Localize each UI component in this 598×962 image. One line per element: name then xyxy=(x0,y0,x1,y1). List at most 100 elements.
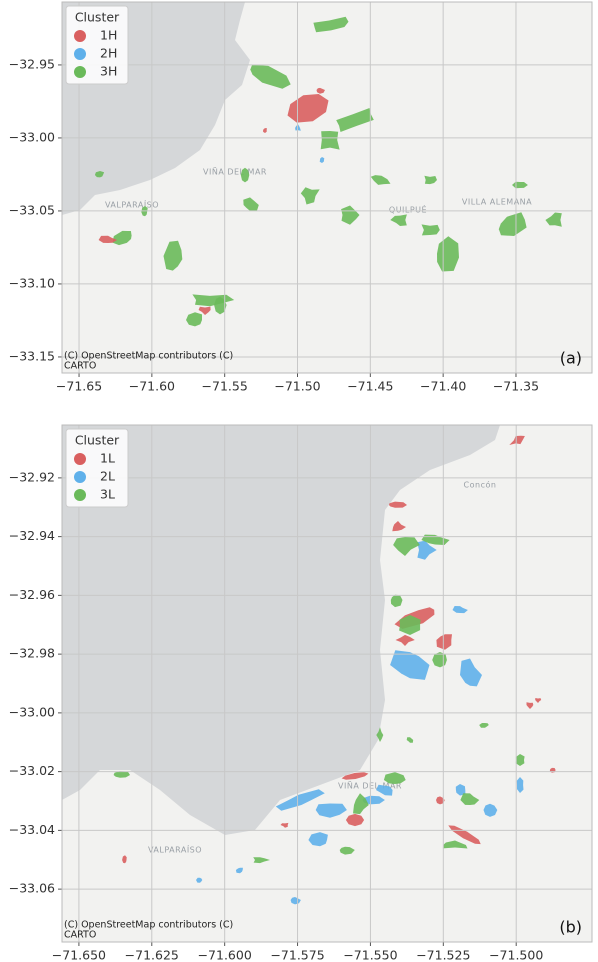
cluster-area xyxy=(395,634,415,646)
x-tick-label: −71.625 xyxy=(125,948,179,962)
legend-box xyxy=(65,5,129,85)
x-tick-label: −71.50 xyxy=(274,379,320,394)
cluster-area xyxy=(390,650,430,680)
y-tick-label: −33.05 xyxy=(9,202,55,217)
cluster-area xyxy=(455,784,466,796)
cluster-area xyxy=(316,87,325,94)
x-tick-label: −71.40 xyxy=(420,379,466,394)
cluster-area xyxy=(442,840,468,849)
cluster-area xyxy=(436,796,445,805)
cluster-area xyxy=(509,435,525,445)
cluster-area xyxy=(424,175,437,185)
cluster-area xyxy=(319,157,325,163)
place-label: VALPARAÍSO xyxy=(105,199,159,210)
legend-label: 3L xyxy=(100,487,115,502)
y-tick-label: −33.15 xyxy=(9,348,55,363)
cluster-area xyxy=(390,594,403,608)
cluster-area xyxy=(275,789,325,811)
map-sea xyxy=(62,425,500,835)
cluster-area xyxy=(341,205,360,225)
cluster-area xyxy=(341,772,369,780)
cluster-area xyxy=(421,534,450,545)
cluster-area xyxy=(240,167,250,183)
place-label: VILLA ALEMANA xyxy=(462,198,532,207)
cluster-area xyxy=(399,615,421,635)
cluster-area xyxy=(163,240,183,271)
cluster-area xyxy=(122,855,127,864)
y-tick-label: −33.02 xyxy=(9,763,55,778)
legend-swatch xyxy=(74,489,86,501)
cluster-area xyxy=(94,171,105,178)
cluster-area xyxy=(198,306,211,315)
cluster-area xyxy=(253,857,270,864)
cluster-area xyxy=(300,187,320,205)
place-label: QUILPUÉ xyxy=(389,204,427,215)
cluster-area xyxy=(436,634,452,650)
cluster-area xyxy=(235,867,243,874)
cluster-area xyxy=(376,784,393,796)
attribution: CARTO xyxy=(64,930,96,941)
cluster-area xyxy=(390,214,407,226)
y-tick-label: −32.95 xyxy=(9,56,55,71)
y-tick-label: −33.04 xyxy=(9,822,55,837)
cluster-area xyxy=(417,540,437,560)
cluster-area xyxy=(113,771,130,778)
cluster-area xyxy=(308,832,328,847)
cluster-area xyxy=(376,727,384,742)
y-tick-label: −32.96 xyxy=(9,587,55,602)
cluster-area xyxy=(280,822,289,828)
cluster-area xyxy=(383,772,406,784)
y-tick-label: −33.00 xyxy=(9,704,55,719)
cluster-area xyxy=(393,537,420,556)
cluster-area xyxy=(263,128,267,133)
cluster-area xyxy=(98,235,118,243)
cluster-area xyxy=(516,777,524,793)
cluster-area xyxy=(192,294,235,307)
x-tick-label: −71.650 xyxy=(52,948,106,962)
legend-label: 1L xyxy=(100,451,115,466)
panel-label: (b) xyxy=(559,918,582,937)
legend-swatch xyxy=(74,48,86,60)
legend-title: Cluster xyxy=(75,10,120,25)
cluster-area xyxy=(243,197,259,211)
cluster-area xyxy=(406,737,414,743)
y-tick-label: −33.00 xyxy=(9,129,55,144)
place-label: VIÑA DEL MAR xyxy=(338,781,402,791)
cluster-area xyxy=(339,846,355,855)
legend-box xyxy=(65,428,129,508)
cluster-area xyxy=(362,795,385,805)
legend-label: 2H xyxy=(100,46,117,61)
cluster-area xyxy=(526,702,534,709)
x-tick-label: −71.55 xyxy=(202,379,248,394)
x-tick-label: −71.525 xyxy=(416,948,470,962)
legend-swatch xyxy=(74,66,86,78)
cluster-area xyxy=(452,606,468,614)
legend-swatch xyxy=(74,453,86,465)
cluster-area xyxy=(196,877,203,883)
plot-frame xyxy=(61,1,593,374)
x-tick-label: −71.575 xyxy=(270,948,324,962)
legend-swatch xyxy=(74,30,86,42)
legend-label: 2L xyxy=(100,469,115,484)
x-tick-label: −71.550 xyxy=(343,948,397,962)
cluster-area xyxy=(392,521,406,532)
y-tick-label: −33.06 xyxy=(9,881,55,896)
cluster-area xyxy=(214,296,227,315)
place-label: VIÑA DEL MAR xyxy=(203,167,267,177)
cluster-area xyxy=(479,723,489,728)
x-tick-label: −71.60 xyxy=(129,379,175,394)
cluster-area xyxy=(498,212,527,236)
cluster-area xyxy=(437,236,459,272)
plot-frame xyxy=(61,424,593,943)
legend-label: 1H xyxy=(100,28,117,43)
legend-swatch xyxy=(74,471,86,483)
cluster-area xyxy=(388,501,407,508)
cluster-area xyxy=(545,212,562,227)
x-tick-label: −71.600 xyxy=(198,948,252,962)
place-label: VALPARAÍSO xyxy=(148,844,202,855)
y-tick-label: −32.98 xyxy=(9,646,55,661)
cluster-area xyxy=(250,64,291,89)
cluster-area xyxy=(353,793,369,815)
cluster-area xyxy=(290,897,301,905)
